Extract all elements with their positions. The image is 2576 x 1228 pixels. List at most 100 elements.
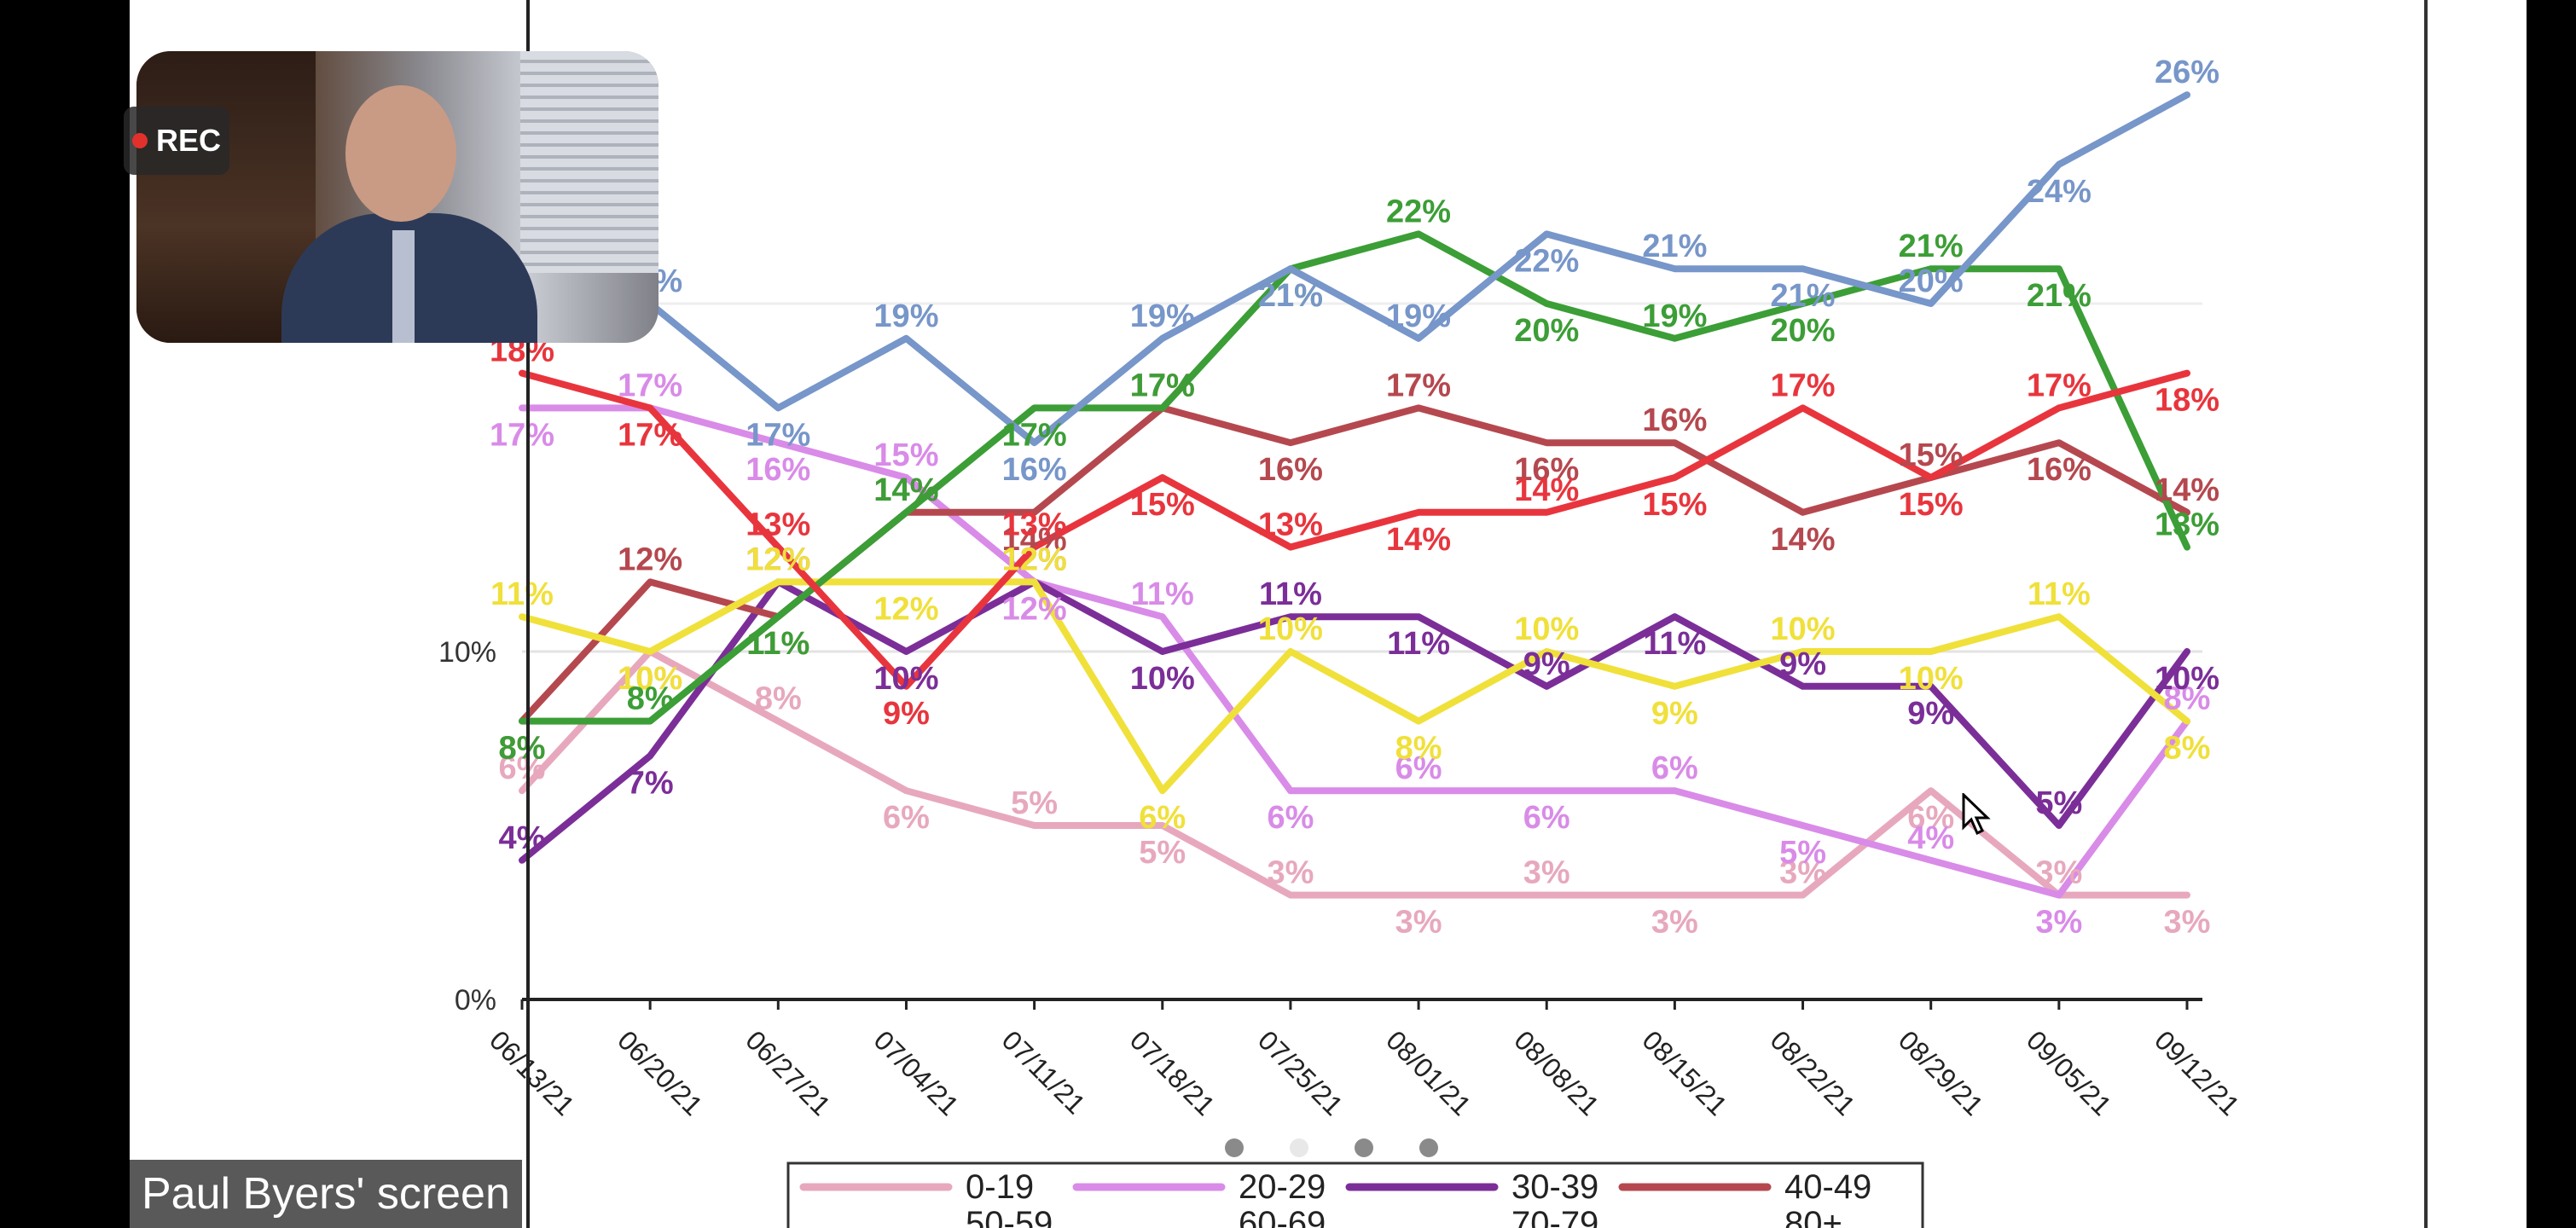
divider-line-left (526, 0, 530, 1228)
data-label: 10% (1258, 611, 1323, 647)
data-label: 10% (618, 661, 682, 697)
data-label: 26% (2155, 55, 2219, 90)
right-black-edge (2527, 0, 2576, 1228)
presenter-video-thumbnail[interactable] (136, 51, 659, 343)
data-label: 7% (627, 765, 674, 801)
legend-label-30-39: 30-39 (1511, 1168, 1598, 1206)
data-label: 13% (1258, 507, 1323, 543)
data-label: 11% (1131, 576, 1194, 612)
data-label: 20% (1771, 313, 1836, 349)
y-tick-label: 0% (455, 984, 496, 1017)
data-label: 6% (1907, 800, 1954, 836)
data-label: 11% (1387, 626, 1450, 662)
data-label: 10% (1130, 661, 1195, 697)
x-tick-label: 08/01/21 (1380, 1024, 1477, 1121)
data-label: 16% (1514, 452, 1579, 488)
data-label: 9% (883, 696, 930, 732)
data-label: 5% (1779, 835, 1826, 871)
data-label: 13% (746, 507, 810, 543)
record-dot-icon (131, 133, 148, 148)
series-line-20-29 (519, 404, 2190, 899)
data-label: 9% (1907, 696, 1954, 732)
data-label: 17% (1002, 417, 1067, 453)
data-label: 17% (1771, 368, 1836, 403)
series-line-70-79 (519, 369, 2190, 690)
recording-indicator: REC (124, 107, 229, 175)
data-label: 5% (2035, 785, 2082, 821)
data-label: 8% (2164, 731, 2211, 767)
data-label: 10% (618, 661, 682, 697)
data-label: 20% (1899, 264, 1964, 299)
data-label: 16% (1258, 452, 1323, 488)
data-label: 24% (2027, 174, 2092, 210)
data-label: 14% (1514, 472, 1579, 508)
data-label: 11% (2028, 576, 2091, 612)
data-label: 4% (1907, 820, 1954, 856)
data-label: 19% (873, 298, 938, 334)
x-tick-label: 07/04/21 (868, 1024, 966, 1121)
data-label: 16% (1002, 452, 1067, 488)
presenter-head (345, 85, 456, 222)
mouse-pointer-icon (1962, 793, 1991, 836)
x-tick-label: 07/25/21 (1252, 1024, 1349, 1121)
data-label: 19% (1642, 298, 1707, 334)
page-dot (1225, 1138, 1244, 1157)
data-label: 8% (499, 731, 546, 767)
data-label: 3% (1779, 855, 1826, 891)
data-label: 3% (1267, 855, 1314, 891)
data-label: 6% (1651, 750, 1698, 786)
data-label: 10% (1771, 611, 1836, 647)
x-tick-label: 09/12/21 (2149, 1024, 2246, 1121)
window-blinds-background (520, 51, 659, 273)
data-label: 10% (2155, 661, 2219, 697)
data-label: 8% (755, 681, 802, 717)
data-label: 21% (2027, 278, 2092, 314)
data-label: 15% (1642, 487, 1707, 523)
data-label: 15% (1899, 487, 1964, 523)
series-line-80+ (519, 56, 2190, 447)
data-label: 3% (2164, 905, 2211, 941)
data-label: 11% (746, 626, 809, 662)
data-label: 17% (2027, 368, 2092, 403)
data-label: 15% (873, 437, 938, 473)
x-tick-label: 07/11/21 (996, 1024, 1092, 1120)
data-label: 17% (490, 417, 554, 453)
data-label: 20% (1514, 313, 1579, 349)
legend-label-40-49: 40-49 (1784, 1168, 1871, 1206)
data-label: 14% (2155, 472, 2219, 508)
presenter-tie (392, 230, 415, 343)
data-label: 16% (2027, 452, 2092, 488)
data-label: 22% (1514, 243, 1579, 279)
data-label: 3% (2035, 905, 2082, 941)
data-label: 5% (1139, 835, 1186, 871)
data-label: 21% (1899, 229, 1964, 264)
data-label: 17% (618, 368, 682, 403)
data-label: 12% (873, 591, 938, 627)
data-label: 6% (1267, 800, 1314, 836)
data-label: 15% (1130, 487, 1195, 523)
data-label: 6% (1523, 800, 1570, 836)
data-label: 12% (746, 542, 810, 577)
data-label: 17% (1386, 368, 1451, 403)
x-tick-label: 06/20/21 (612, 1024, 709, 1121)
data-label: 21% (1771, 278, 1836, 314)
x-tick-label: 09/05/21 (2021, 1024, 2118, 1121)
data-label: 9% (1523, 646, 1570, 682)
data-label: 10% (1514, 611, 1579, 647)
data-label: 6% (499, 750, 546, 786)
x-tick-label: 07/18/21 (1124, 1024, 1221, 1121)
data-label: 11% (746, 626, 809, 662)
data-label: 15% (1899, 437, 1964, 473)
x-tick-label: 08/29/21 (1893, 1024, 1990, 1121)
data-label: 9% (1651, 696, 1698, 732)
data-label: 16% (1642, 403, 1707, 438)
data-label: 3% (1395, 905, 1442, 941)
data-label: 8% (2164, 681, 2211, 717)
data-label: 18% (2155, 383, 2219, 419)
data-label: 11% (1643, 626, 1706, 662)
legend-label-20-29: 20-29 (1239, 1168, 1326, 1206)
data-label: 3% (1651, 905, 1698, 941)
series-line-50-59 (519, 578, 2190, 795)
data-label: 14% (873, 472, 938, 508)
data-label: 3% (2035, 855, 2082, 891)
